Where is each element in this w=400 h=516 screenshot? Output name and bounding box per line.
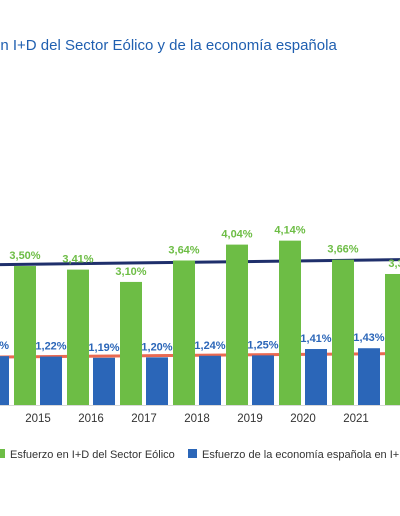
x-tick-labels: 2015 2016 2017 2018 2019 2020 2021 — [25, 413, 369, 425]
x-tick-2015: 2015 — [25, 413, 51, 425]
legend-label-eolico: Esfuerzo en I+D del Sector Eólico — [10, 449, 175, 461]
chart-title: en I+D del Sector Eólico y de la economí… — [0, 37, 337, 54]
data-label-eolico-7: 3,66% — [327, 244, 358, 256]
bar-economia-3 — [146, 357, 168, 405]
data-label-economia-0: 23% — [0, 340, 9, 352]
bar-economia-0 — [0, 356, 9, 405]
bar-economia-7 — [358, 348, 380, 405]
x-tick-2018: 2018 — [184, 413, 210, 425]
data-label-economia-4: 1,24% — [194, 340, 225, 352]
bar-economia-6 — [305, 349, 327, 405]
bar-eolico-3 — [120, 281, 142, 405]
data-label-economia-3: 1,20% — [141, 341, 172, 353]
x-tick-2016: 2016 — [78, 413, 104, 425]
bars-group: 23% 3,50% 1,22% 3,41% 1,19% 3,10% 1,20% 3,64% 1,… — [0, 225, 400, 405]
x-tick-2021: 2021 — [343, 413, 369, 425]
bar-eolico-2 — [67, 269, 89, 405]
legend-swatch-economia — [188, 449, 197, 458]
data-label-eolico-6: 4,14% — [274, 225, 305, 237]
data-label-economia-1: 1,22% — [35, 341, 66, 353]
x-tick-2017: 2017 — [131, 413, 157, 425]
data-label-economia-7: 1,43% — [353, 332, 384, 344]
x-tick-2020: 2020 — [290, 413, 316, 425]
data-label-eolico-5: 4,04% — [221, 229, 252, 241]
bar-eolico-7 — [332, 259, 354, 405]
bar-economia-4 — [199, 355, 221, 405]
bar-eolico-4 — [173, 260, 195, 405]
bar-eolico-8 — [385, 273, 400, 405]
legend-swatch-eolico — [0, 449, 5, 458]
legend-label-economia: Esfuerzo de la economía española en I+D — [202, 449, 400, 461]
bar-eolico-6 — [279, 240, 301, 405]
x-tick-2019: 2019 — [237, 413, 263, 425]
data-label-economia-2: 1,19% — [88, 342, 119, 354]
data-label-economia-5: 1,25% — [247, 339, 278, 351]
data-label-eolico-1: 3,50% — [9, 250, 40, 262]
data-label-eolico-3: 3,10% — [115, 266, 146, 278]
bar-economia-1 — [40, 356, 62, 405]
bar-economia-5 — [252, 355, 274, 405]
bar-eolico-1 — [14, 266, 36, 405]
data-label-economia-6: 1,41% — [300, 333, 331, 345]
bar-eolico-5 — [226, 244, 248, 405]
data-label-eolico-4: 3,64% — [168, 244, 199, 256]
data-label-eolico-8: 3,3 — [388, 258, 400, 270]
legend: Esfuerzo en I+D del Sector Eólico Esfuerz… — [0, 449, 400, 461]
data-label-eolico-2: 3,41% — [62, 254, 93, 266]
bar-economia-2 — [93, 357, 115, 405]
